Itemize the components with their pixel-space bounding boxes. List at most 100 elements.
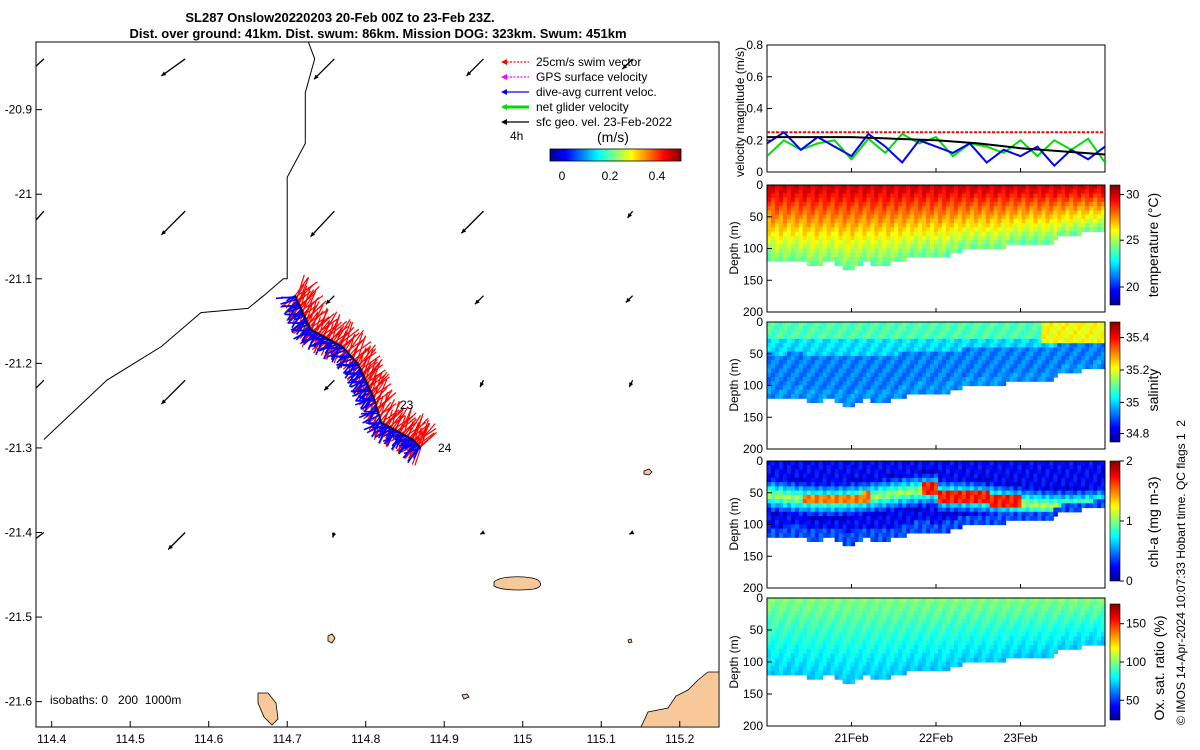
heatmap-cell	[798, 355, 804, 361]
heatmap-cell	[890, 206, 895, 211]
heatmap-cell	[981, 227, 987, 233]
heatmap-cell	[1097, 322, 1102, 327]
heatmap-cell	[878, 193, 883, 199]
heatmap-cell	[810, 381, 816, 387]
heatmap-cell	[1069, 231, 1074, 237]
heatmap-cell	[985, 244, 991, 250]
heatmap-cell	[810, 322, 816, 327]
heatmap-cell	[898, 248, 903, 254]
heatmap-cell	[862, 469, 867, 475]
heatmap-cell	[1005, 507, 1011, 513]
heatmap-cell	[866, 189, 871, 194]
heatmap-cell	[1057, 334, 1062, 340]
heatmap-cell	[914, 330, 919, 336]
heatmap-cell	[997, 343, 1003, 348]
heatmap-cell	[906, 351, 911, 357]
heatmap-cell	[949, 355, 955, 361]
heatmap-cell	[1013, 214, 1019, 220]
heatmap-cell	[790, 465, 796, 470]
heatmap-cell	[814, 210, 820, 216]
heatmap-cell	[938, 214, 943, 220]
heatmap-cell	[1033, 231, 1038, 237]
heatmap-cell	[834, 223, 840, 228]
island-small-5	[627, 638, 633, 644]
heatmap-cell	[890, 244, 895, 250]
heatmap-cell	[790, 193, 796, 199]
heatmap-cell	[866, 206, 871, 211]
heatmap-cell	[794, 257, 800, 262]
heatmap-cell	[771, 477, 776, 483]
heatmap-cell	[802, 640, 808, 646]
heatmap-cell	[786, 330, 792, 336]
heatmap-cell	[1053, 477, 1058, 483]
heatmap-cell	[922, 210, 927, 216]
heatmap-cell	[798, 623, 804, 629]
heatmap-cell	[1025, 364, 1031, 370]
heatmap-cell	[775, 372, 780, 378]
heatmap-cell	[914, 368, 919, 374]
heatmap-cell	[1029, 206, 1034, 211]
heatmap-cell	[918, 231, 923, 237]
heatmap-cell	[1041, 210, 1046, 216]
heatmap-cell	[842, 355, 848, 361]
heatmap-cell	[771, 598, 776, 603]
heatmap-cell	[798, 627, 804, 633]
heatmap-cell	[794, 473, 800, 479]
heatmap-cell	[775, 240, 780, 245]
legend-label: sfc geo. vel. 23-Feb-2022	[536, 115, 672, 129]
heatmap-cell	[1045, 503, 1050, 509]
heatmap-cell	[790, 494, 796, 500]
heatmap-cell	[894, 465, 899, 470]
heatmap-cell	[878, 520, 883, 526]
heatmap-cell	[806, 227, 812, 233]
depth-tick-label: 0	[756, 454, 763, 468]
heatmap-cell	[914, 351, 919, 357]
heatmap-cell	[874, 537, 879, 542]
heatmap-cell	[1057, 364, 1062, 370]
heatmap-cell	[894, 244, 899, 250]
heatmap-cell	[1033, 511, 1038, 517]
heatmap-cell	[846, 210, 852, 216]
heatmap-cell	[1049, 185, 1054, 190]
heatmap-cell	[782, 351, 788, 357]
heatmap-cell	[878, 330, 883, 336]
heatmap-cell	[814, 602, 820, 608]
current-vector	[280, 298, 297, 305]
heatmap-cell	[969, 465, 975, 470]
heatmap-cell	[810, 640, 816, 646]
heatmap-cell	[910, 360, 915, 365]
heatmap-cell	[778, 210, 784, 216]
heatmap-cell	[858, 537, 864, 542]
heatmap-cell	[1037, 516, 1042, 521]
heatmap-cell	[838, 326, 844, 331]
heatmap-cell	[910, 214, 915, 220]
heatmap-cell	[878, 364, 883, 370]
heatmap-cell	[806, 248, 812, 254]
heatmap-cell	[806, 666, 812, 672]
heatmap-cell	[969, 511, 975, 517]
heatmap-cell	[1045, 461, 1050, 466]
heatmap-cell	[1033, 185, 1038, 190]
heatmap-cell	[898, 385, 903, 391]
heatmap-cell	[997, 473, 1003, 479]
heatmap-cell	[938, 385, 943, 391]
heatmap-cell	[858, 240, 864, 245]
heatmap-cell	[782, 343, 788, 348]
heatmap-cell	[898, 477, 903, 483]
heatmap-cell	[798, 644, 804, 650]
heatmap-cell	[890, 252, 895, 258]
heatmap-cell	[822, 520, 828, 526]
heatmap-cell	[906, 240, 911, 245]
heatmap-cell	[1053, 201, 1058, 207]
heatmap-cell	[842, 351, 848, 357]
heatmap-cell	[989, 368, 995, 374]
heatmap-cell	[961, 189, 967, 194]
current-vector	[344, 366, 360, 374]
heatmap-cell	[1025, 377, 1031, 382]
heatmap-cell	[838, 185, 844, 190]
heatmap-cell	[985, 210, 991, 216]
heatmap-cell	[981, 482, 987, 487]
heatmap-cell	[898, 368, 903, 374]
heatmap-cell	[866, 231, 871, 237]
heatmap-cell	[878, 503, 883, 509]
